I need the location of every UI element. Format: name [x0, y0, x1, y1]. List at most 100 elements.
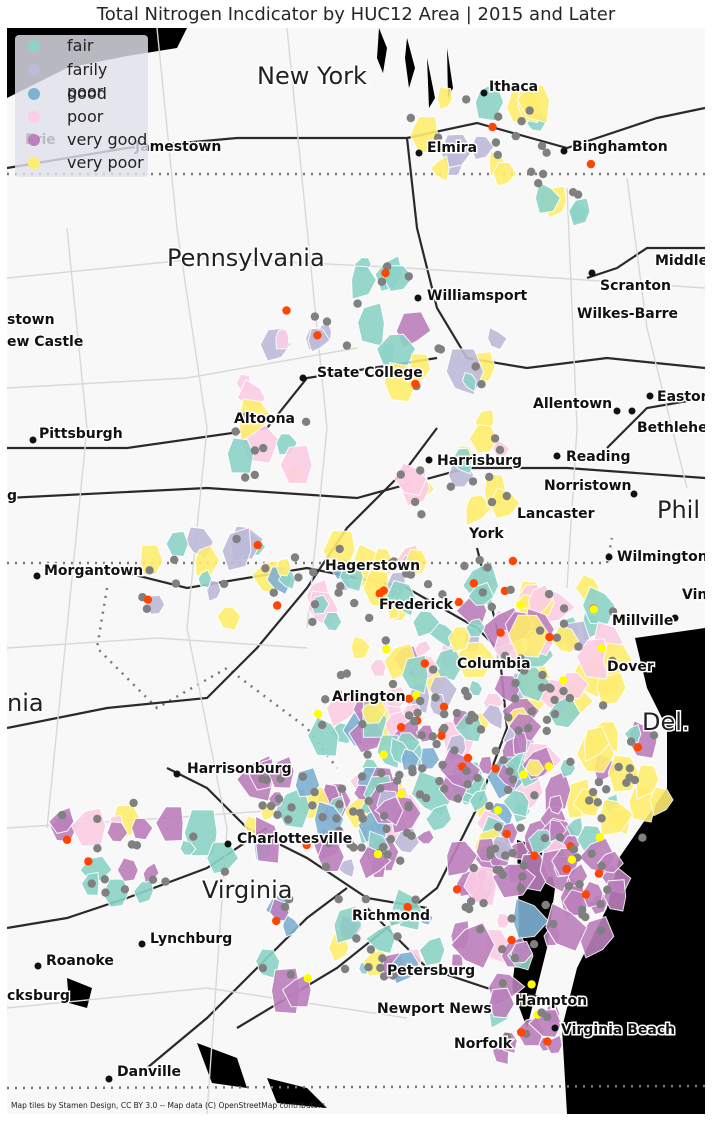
huc12-area: [116, 857, 139, 883]
sample-point: [242, 411, 252, 420]
sample-point: [585, 796, 594, 805]
sample-point: [337, 784, 347, 793]
sample-point: [429, 665, 438, 674]
sample-point: [596, 900, 605, 909]
sample-point: [282, 306, 291, 315]
sample-point: [411, 895, 420, 904]
label-ithaca: Ithaca: [489, 79, 538, 95]
sample-point: [408, 764, 417, 773]
sample-point: [507, 935, 516, 945]
sample-point: [393, 932, 402, 941]
huc12-area: [216, 606, 242, 631]
label-elmira: Elmira: [427, 140, 477, 156]
sample-point: [298, 772, 307, 781]
huc12-area: [508, 614, 550, 658]
sample-point: [386, 835, 396, 844]
sample-point: [626, 737, 636, 746]
sample-point: [261, 564, 270, 573]
sample-point: [625, 764, 635, 773]
sample-point: [231, 427, 240, 436]
huc12-area: [425, 803, 453, 832]
sample-point: [406, 113, 415, 123]
sample-point: [87, 879, 96, 888]
sample-point: [383, 850, 392, 859]
sample-point: [100, 875, 110, 884]
sample-point: [336, 582, 345, 591]
sample-point: [334, 826, 344, 835]
legend-item-very-poor: very poor: [15, 152, 148, 174]
sample-point: [469, 863, 478, 873]
sample-point: [508, 775, 518, 784]
sample-point: [431, 693, 440, 702]
legend-label-good: good: [67, 84, 107, 103]
label-charlottesville: Charlottesville: [237, 831, 352, 847]
sample-point: [409, 717, 419, 726]
sample-point: [597, 814, 606, 823]
sample-point: [364, 963, 373, 972]
huc12-area: [468, 679, 484, 697]
sample-point: [346, 840, 355, 849]
sample-point: [310, 600, 320, 609]
sample-point: [476, 725, 486, 734]
label-petersburg: Petersburg: [387, 963, 475, 979]
huc12-area: [374, 795, 404, 827]
sample-point: [466, 897, 476, 906]
sample-point: [493, 806, 503, 815]
legend-label-very-poor: very poor: [67, 153, 144, 172]
label-stown: stown: [7, 312, 55, 328]
huc12-area: [70, 807, 107, 847]
legend-swatch-poor: [28, 111, 40, 123]
sample-point: [597, 644, 606, 653]
sample-point: [440, 723, 449, 733]
sample-point: [500, 651, 510, 661]
sample-point: [566, 757, 575, 766]
legend-item-farily-poor: farily poor: [15, 59, 148, 101]
sample-point: [543, 1037, 552, 1046]
sample-point: [359, 562, 368, 571]
sample-point: [377, 277, 387, 286]
huc12-area: [452, 447, 473, 475]
sample-point: [578, 910, 587, 919]
sample-point: [486, 846, 495, 855]
label-williamsport: Williamsport: [427, 288, 528, 304]
sample-point: [564, 881, 574, 891]
sample-point: [558, 676, 568, 685]
map-area[interactable]: New York Pennsylvania Virginia nia Del. …: [7, 28, 705, 1114]
sample-point: [597, 861, 606, 871]
label-virginia: Virginia: [202, 876, 293, 904]
sample-point: [358, 720, 367, 729]
sample-point: [453, 794, 463, 803]
sample-point: [396, 470, 405, 479]
sample-point: [272, 916, 281, 926]
sample-point: [404, 803, 413, 812]
sample-point: [321, 862, 331, 871]
sample-point: [518, 872, 527, 881]
huc12-area: [599, 798, 634, 837]
sample-point: [527, 980, 536, 989]
sample-point: [259, 443, 268, 453]
sample-point: [507, 914, 516, 923]
label-harrisonburg: Harrisonburg: [187, 761, 292, 777]
huc12-area: [197, 569, 213, 589]
legend-label-poor: poor: [67, 107, 104, 126]
sample-point: [335, 544, 344, 554]
sample-point: [404, 694, 414, 703]
sample-point: [517, 1028, 526, 1037]
sample-point: [310, 312, 320, 321]
sample-point: [510, 694, 520, 703]
sample-point: [404, 711, 414, 720]
huc12-area: [350, 265, 377, 301]
huc12-area: [420, 746, 441, 770]
basemap: New York Pennsylvania Virginia nia Del. …: [7, 28, 705, 1114]
label-dover: Dover: [607, 659, 654, 675]
sample-point: [491, 138, 501, 147]
sample-point: [574, 642, 583, 651]
sample-point: [396, 723, 406, 732]
sample-point: [437, 731, 446, 740]
sample-point: [361, 894, 371, 904]
sample-point: [439, 702, 449, 711]
sample-point: [417, 731, 426, 740]
sample-point: [396, 856, 405, 865]
sample-point: [388, 679, 398, 689]
label-richmond: Richmond: [352, 908, 430, 924]
